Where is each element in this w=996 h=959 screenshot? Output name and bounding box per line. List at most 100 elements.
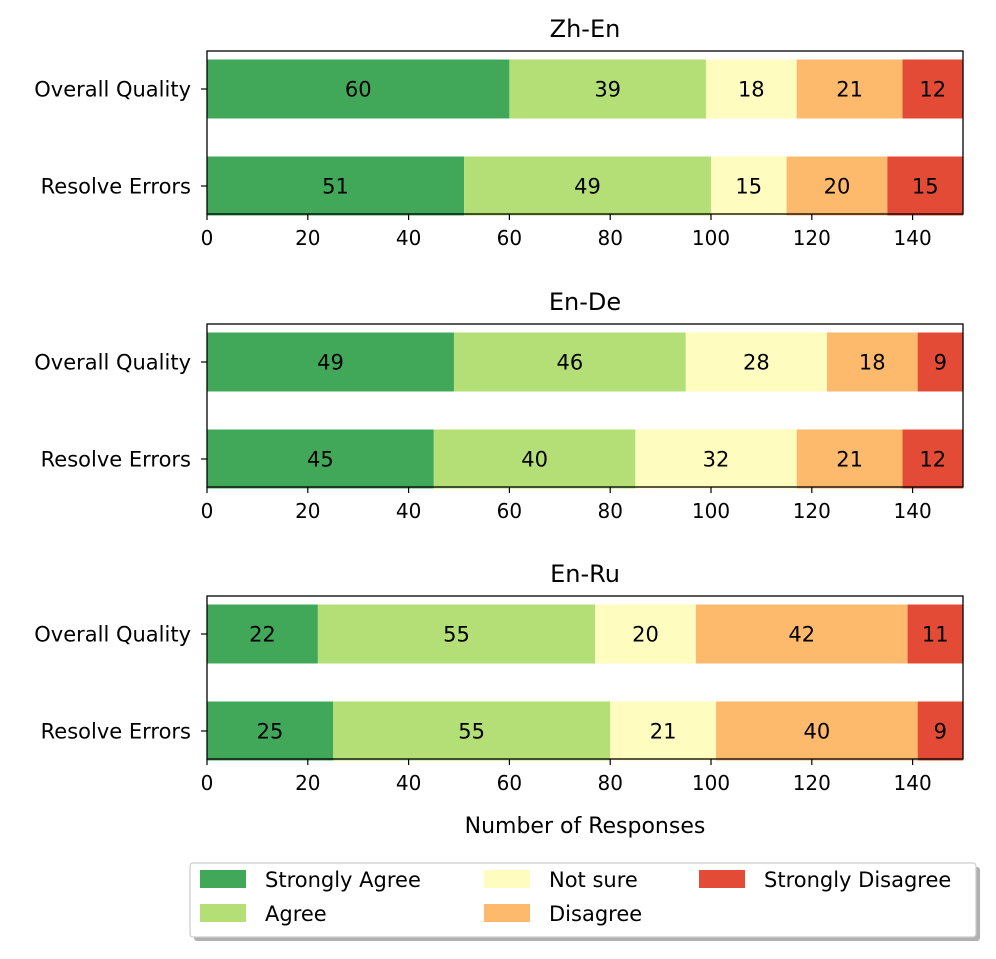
legend-swatch-not-sure xyxy=(484,870,530,888)
x-tick-label-en-de-1: 20 xyxy=(295,499,320,523)
y-tick-label-en-de-1: Resolve Errors xyxy=(41,448,191,472)
bar-segment-zh-en-1-2 xyxy=(711,156,787,216)
data-label-en-de-0-4: 9 xyxy=(934,351,947,375)
data-label-en-ru-1-3: 40 xyxy=(803,720,830,744)
bar-segment-zh-en-1-4 xyxy=(887,156,963,216)
x-tick-label-en-ru-6: 120 xyxy=(793,771,831,795)
legend-box xyxy=(189,862,977,938)
data-label-zh-en-0-3: 21 xyxy=(836,78,863,102)
x-tick-label-zh-en-4: 80 xyxy=(597,226,622,250)
legend-label-strongly-disagree: Strongly Disagree xyxy=(764,868,951,892)
panel-title-zh-en: Zh-En xyxy=(550,15,621,43)
bar-segment-zh-en-1-1 xyxy=(464,156,711,216)
bar-segment-zh-en-0-4 xyxy=(902,59,963,119)
bar-segment-zh-en-0-0 xyxy=(207,59,510,119)
data-label-en-ru-0-4: 11 xyxy=(922,623,949,647)
x-tick-label-zh-en-3: 60 xyxy=(497,226,522,250)
data-label-en-ru-1-4: 9 xyxy=(934,720,947,744)
legend-label-agree: Agree xyxy=(265,902,327,926)
bar-segment-en-ru-0-3 xyxy=(695,604,908,664)
x-tick-label-en-ru-7: 140 xyxy=(894,771,932,795)
legend-swatch-agree xyxy=(200,904,246,922)
data-label-en-ru-0-1: 55 xyxy=(443,623,470,647)
data-label-en-ru-0-3: 42 xyxy=(788,623,815,647)
bar-segment-en-de-0-3 xyxy=(826,332,918,392)
bar-segment-en-ru-1-0 xyxy=(207,701,333,761)
bar-segment-en-de-0-2 xyxy=(685,332,827,392)
data-label-zh-en-0-0: 60 xyxy=(345,78,372,102)
legend-label-not-sure: Not sure xyxy=(549,868,638,892)
x-tick-label-en-ru-4: 80 xyxy=(597,771,622,795)
x-tick-label-en-ru-1: 20 xyxy=(295,771,320,795)
bar-segment-zh-en-0-2 xyxy=(705,59,797,119)
x-tick-label-zh-en-2: 40 xyxy=(396,226,421,250)
x-tick-label-en-de-5: 100 xyxy=(692,499,730,523)
bar-segment-en-de-1-1 xyxy=(433,429,636,489)
x-tick-label-zh-en-7: 140 xyxy=(894,226,932,250)
bar-segment-en-de-1-2 xyxy=(635,429,797,489)
legend-swatch-strongly-agree xyxy=(200,870,246,888)
x-tick-label-en-de-6: 120 xyxy=(793,499,831,523)
data-label-zh-en-1-4: 15 xyxy=(912,175,939,199)
data-label-zh-en-1-1: 49 xyxy=(574,175,601,199)
data-label-en-de-1-1: 40 xyxy=(521,448,548,472)
x-axis-label: Number of Responses xyxy=(465,814,706,839)
x-tick-label-en-ru-2: 40 xyxy=(396,771,421,795)
legend-swatch-disagree xyxy=(484,904,530,922)
x-tick-label-en-ru-5: 100 xyxy=(692,771,730,795)
x-tick-label-zh-en-5: 100 xyxy=(692,226,730,250)
legend-label-strongly-agree: Strongly Agree xyxy=(265,868,421,892)
bar-segment-zh-en-0-1 xyxy=(509,59,706,119)
data-label-zh-en-0-1: 39 xyxy=(594,78,621,102)
x-tick-label-en-de-7: 140 xyxy=(894,499,932,523)
data-label-en-ru-1-2: 21 xyxy=(650,720,677,744)
x-tick-label-zh-en-0: 0 xyxy=(201,226,214,250)
data-label-en-de-0-1: 46 xyxy=(557,351,584,375)
data-label-zh-en-1-0: 51 xyxy=(322,175,349,199)
bar-segment-en-ru-1-2 xyxy=(610,701,717,761)
panel-title-en-ru: En-Ru xyxy=(550,560,620,588)
bar-segment-zh-en-1-0 xyxy=(207,156,465,216)
x-tick-label-en-de-3: 60 xyxy=(497,499,522,523)
x-tick-label-zh-en-6: 120 xyxy=(793,226,831,250)
x-tick-label-en-de-2: 40 xyxy=(396,499,421,523)
x-tick-label-en-de-0: 0 xyxy=(201,499,214,523)
axes-frame-zh-en xyxy=(206,50,964,215)
bar-segment-en-de-0-0 xyxy=(207,332,454,392)
bar-segment-en-de-1-4 xyxy=(902,429,963,489)
data-label-en-de-0-2: 28 xyxy=(743,351,770,375)
bar-segment-en-de-1-3 xyxy=(796,429,903,489)
data-label-zh-en-1-3: 20 xyxy=(824,175,851,199)
data-label-en-ru-1-1: 55 xyxy=(458,720,485,744)
data-label-en-de-1-2: 32 xyxy=(703,448,730,472)
data-label-zh-en-0-4: 12 xyxy=(919,78,946,102)
legend-label-disagree: Disagree xyxy=(549,902,642,926)
bar-segment-en-ru-1-1 xyxy=(333,701,611,761)
data-label-zh-en-0-2: 18 xyxy=(738,78,765,102)
bar-segment-en-ru-1-4 xyxy=(917,701,963,761)
bar-segment-en-de-0-4 xyxy=(917,332,963,392)
legend-swatch-strongly-disagree xyxy=(699,870,745,888)
y-tick-label-zh-en-1: Resolve Errors xyxy=(41,175,191,199)
bar-segment-zh-en-0-3 xyxy=(796,59,903,119)
bar-segment-en-de-1-0 xyxy=(207,429,434,489)
data-label-en-ru-0-0: 22 xyxy=(249,623,276,647)
data-label-en-de-1-4: 12 xyxy=(919,448,946,472)
data-label-en-de-1-3: 21 xyxy=(836,448,863,472)
bar-segment-en-ru-0-2 xyxy=(595,604,696,664)
data-label-en-ru-1-0: 25 xyxy=(257,720,284,744)
panel-title-en-de: En-De xyxy=(549,288,621,316)
y-tick-label-en-ru-0: Overall Quality xyxy=(34,623,191,647)
y-tick-label-zh-en-0: Overall Quality xyxy=(34,78,191,102)
axes-frame-en-de xyxy=(206,323,964,488)
data-label-en-ru-0-2: 20 xyxy=(632,623,659,647)
y-tick-label-en-ru-1: Resolve Errors xyxy=(41,720,191,744)
bar-segment-en-ru-1-3 xyxy=(716,701,918,761)
bar-segment-en-ru-0-4 xyxy=(907,604,963,664)
x-tick-label-en-ru-3: 60 xyxy=(497,771,522,795)
data-label-en-de-0-0: 49 xyxy=(317,351,344,375)
y-tick-label-en-de-0: Overall Quality xyxy=(34,351,191,375)
data-label-en-de-0-3: 18 xyxy=(859,351,886,375)
